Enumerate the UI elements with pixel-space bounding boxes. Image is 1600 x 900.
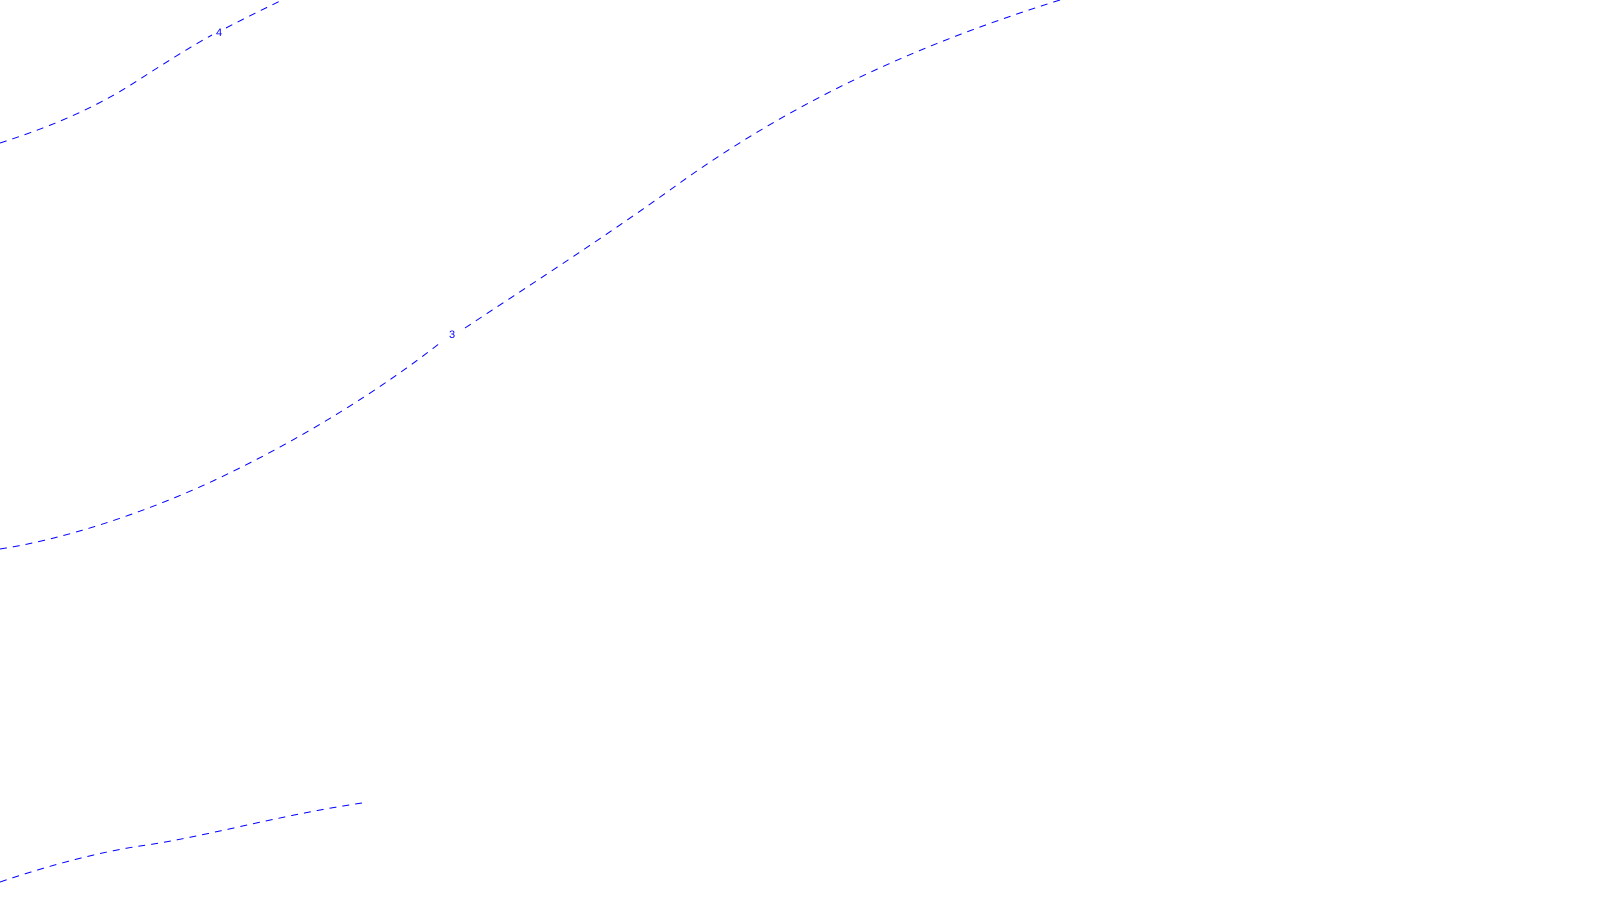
- contour-line-3: [0, 0, 1061, 550]
- contour-label-3: 3: [449, 329, 455, 341]
- contour-label-4: 4: [216, 27, 222, 39]
- contour-line-4: [0, 0, 283, 144]
- contour-line-lower: [0, 802, 363, 883]
